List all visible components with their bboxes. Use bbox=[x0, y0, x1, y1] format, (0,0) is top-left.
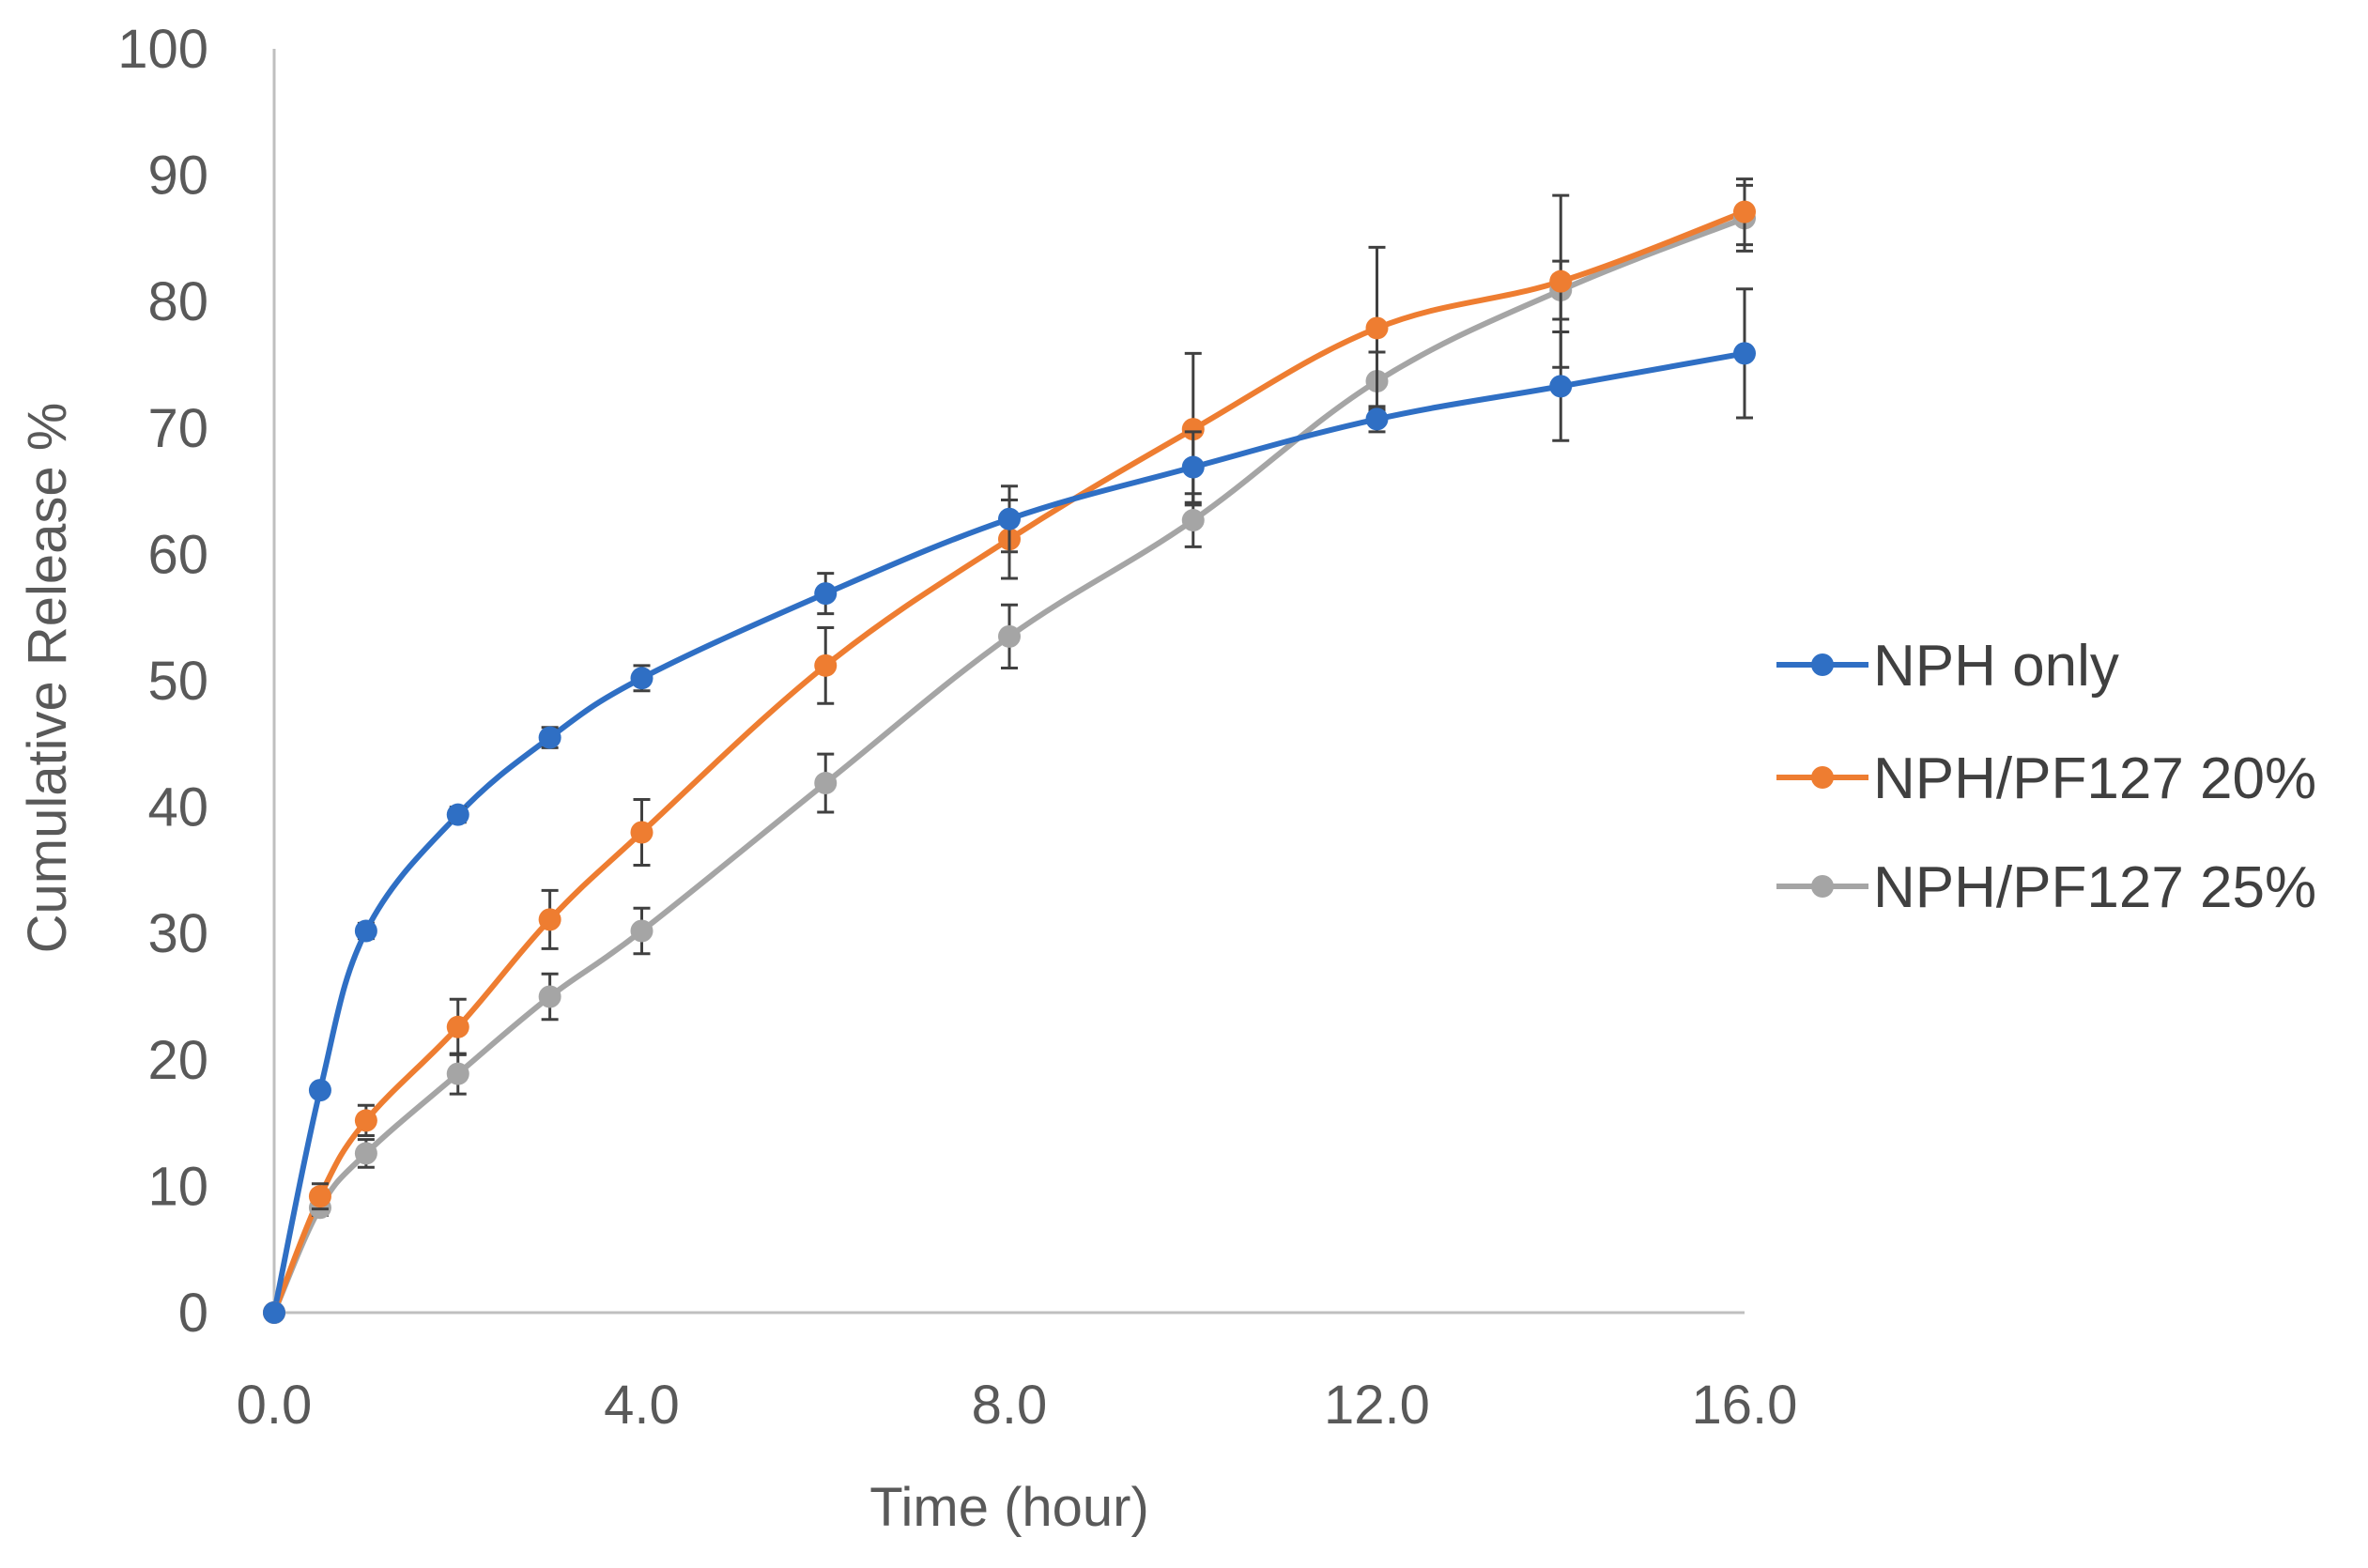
data-point-nph-only bbox=[1365, 407, 1389, 431]
series-line-nph-pf127-20 bbox=[271, 208, 1747, 1315]
x-tick-labels: 0.0 4.0 8.0 12.0 16.0 bbox=[237, 1375, 1798, 1436]
data-point-nph-pf127-25 bbox=[630, 919, 654, 943]
series-line-nph-only bbox=[271, 350, 1747, 1315]
legend-label: NPH only bbox=[1873, 634, 2119, 699]
legend: NPH only NPH/PF127 20% NPH/PF127 25% bbox=[1776, 634, 2316, 920]
data-point-nph-only bbox=[630, 667, 654, 690]
data-point-nph-only bbox=[998, 507, 1021, 530]
data-point-nph-only bbox=[1181, 455, 1205, 479]
x-tick-label: 16.0 bbox=[1692, 1375, 1798, 1436]
series-line-nph-pf127-25 bbox=[271, 215, 1747, 1315]
data-point-nph-pf127-20 bbox=[1733, 200, 1756, 223]
y-tick-label: 20 bbox=[147, 1030, 208, 1091]
axes bbox=[272, 49, 1745, 1314]
data-point-nph-pf127-20 bbox=[1181, 418, 1205, 441]
data-point-nph-pf127-20 bbox=[814, 653, 838, 677]
x-axis-title: Time (hour) bbox=[869, 1477, 1149, 1538]
data-point-nph-pf127-20 bbox=[1549, 269, 1573, 293]
data-point-nph-only bbox=[1733, 342, 1756, 365]
data-point-nph-pf127-20 bbox=[630, 821, 654, 844]
y-tick-labels: 0 10 20 30 40 50 60 70 80 90 100 bbox=[117, 19, 208, 1344]
y-tick-label: 80 bbox=[147, 271, 208, 332]
y-tick-label: 40 bbox=[147, 777, 208, 838]
x-tick-label: 4.0 bbox=[604, 1375, 680, 1436]
data-point-nph-pf127-25 bbox=[998, 624, 1021, 648]
legend-item-nph-only: NPH only bbox=[1776, 634, 2119, 699]
data-point-nph-only bbox=[538, 726, 561, 749]
legend-swatch-marker bbox=[1811, 875, 1834, 898]
data-point-nph-pf127-20 bbox=[354, 1109, 377, 1132]
y-tick-label: 70 bbox=[147, 398, 208, 459]
y-tick-label: 50 bbox=[147, 651, 208, 712]
data-point-nph-pf127-20 bbox=[1365, 316, 1389, 340]
y-tick-label: 100 bbox=[117, 19, 208, 80]
data-point-nph-only bbox=[263, 1301, 285, 1324]
data-point-nph-pf127-25 bbox=[1181, 509, 1205, 532]
y-axis-title: Cumulative Release % bbox=[17, 403, 78, 954]
legend-swatch-marker bbox=[1811, 653, 1834, 676]
y-tick-label: 60 bbox=[147, 524, 208, 585]
x-tick-label: 12.0 bbox=[1324, 1375, 1430, 1436]
data-point-nph-only bbox=[308, 1079, 331, 1102]
data-point-nph-pf127-20 bbox=[538, 908, 561, 931]
data-point-nph-pf127-20 bbox=[446, 1015, 469, 1038]
legend-item-nph-pf127-25: NPH/PF127 25% bbox=[1776, 855, 2316, 920]
y-tick-label: 0 bbox=[178, 1283, 208, 1344]
y-tick-label: 30 bbox=[147, 903, 208, 964]
plot-area bbox=[263, 177, 1756, 1324]
y-tick-label: 10 bbox=[147, 1156, 208, 1217]
legend-item-nph-pf127-20: NPH/PF127 20% bbox=[1776, 746, 2316, 811]
legend-label: NPH/PF127 25% bbox=[1873, 855, 2316, 920]
data-point-nph-pf127-25 bbox=[538, 985, 561, 1008]
y-tick-label: 90 bbox=[147, 146, 208, 207]
x-tick-label: 0.0 bbox=[237, 1375, 313, 1436]
data-point-nph-pf127-25 bbox=[354, 1142, 377, 1165]
data-point-nph-only bbox=[1549, 375, 1573, 398]
legend-swatch-marker bbox=[1811, 766, 1834, 789]
data-point-nph-pf127-25 bbox=[814, 772, 838, 795]
data-point-nph-pf127-25 bbox=[446, 1062, 469, 1085]
data-point-nph-pf127-20 bbox=[308, 1185, 331, 1208]
data-point-nph-only bbox=[354, 919, 377, 943]
data-point-nph-only bbox=[446, 803, 469, 826]
x-tick-label: 8.0 bbox=[972, 1375, 1048, 1436]
legend-label: NPH/PF127 20% bbox=[1873, 746, 2316, 811]
data-point-nph-only bbox=[814, 582, 838, 606]
